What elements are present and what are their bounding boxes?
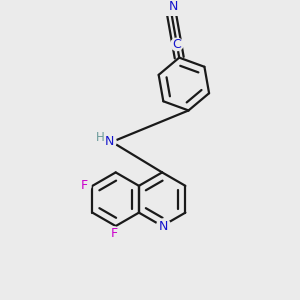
Text: N: N xyxy=(169,0,178,13)
Text: N: N xyxy=(159,220,168,232)
Text: N: N xyxy=(104,135,114,148)
Circle shape xyxy=(171,38,183,51)
Text: H: H xyxy=(96,131,104,144)
Circle shape xyxy=(107,227,121,241)
Text: C: C xyxy=(172,38,181,51)
Circle shape xyxy=(157,219,171,233)
Circle shape xyxy=(77,179,91,193)
Text: F: F xyxy=(80,179,88,192)
Circle shape xyxy=(102,135,116,149)
Circle shape xyxy=(167,0,180,12)
Text: F: F xyxy=(111,227,118,241)
